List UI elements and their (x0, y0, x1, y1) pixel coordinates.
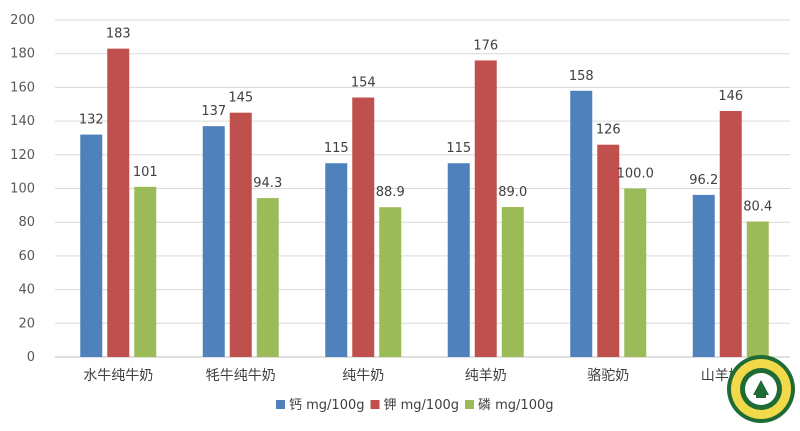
x-tick-label: 骆驼奶 (587, 367, 629, 384)
data-label: 176 (473, 38, 498, 53)
y-tick-label: 0 (27, 350, 35, 365)
data-label: 158 (569, 69, 594, 84)
bar (80, 134, 103, 357)
data-label: 154 (351, 76, 376, 91)
x-tick-label: 纯牛奶 (342, 368, 384, 384)
data-label: 115 (446, 141, 471, 156)
bar (325, 163, 348, 357)
bar (256, 198, 279, 357)
bar (474, 60, 497, 357)
y-axis: 0 20 40 60 80 100 120 140 160 180 200 (10, 13, 35, 365)
data-label: 89.0 (498, 185, 527, 200)
data-label: 115 (324, 141, 349, 156)
y-tick-label: 200 (10, 13, 35, 28)
bar (202, 126, 225, 357)
data-label: 96.2 (689, 173, 718, 188)
data-label: 80.4 (743, 200, 772, 215)
bar (107, 48, 130, 358)
seal-logo-icon (727, 355, 795, 423)
gridlines (55, 19, 790, 358)
legend-swatch (276, 400, 285, 409)
y-tick-label: 60 (18, 249, 35, 264)
x-tick-label: 水牛纯牛奶 (83, 368, 153, 384)
data-label: 137 (201, 104, 226, 119)
y-tick-label: 160 (10, 80, 35, 95)
bars (80, 48, 769, 358)
data-label: 145 (228, 91, 253, 106)
bar (229, 112, 252, 357)
x-tick-label: 纯羊奶 (465, 368, 507, 384)
legend-entry: 磷 mg/100g (478, 398, 554, 413)
bar (624, 188, 647, 357)
data-label: 126 (596, 123, 621, 138)
legend-swatch (465, 400, 474, 409)
data-label: 100.0 (617, 167, 654, 182)
data-label: 183 (106, 27, 131, 42)
y-tick-label: 180 (10, 47, 35, 62)
y-tick-label: 100 (10, 182, 35, 197)
bar (597, 144, 620, 357)
y-tick-label: 40 (18, 283, 35, 298)
x-axis: 水牛纯牛奶牦牛纯牛奶纯牛奶纯羊奶骆驼奶山羊奶（i (83, 367, 760, 384)
data-label: 88.9 (376, 185, 405, 200)
data-label: 146 (718, 89, 743, 104)
bar (379, 207, 402, 357)
legend-entry: 钙 mg/100g (289, 398, 365, 413)
x-tick-label: 牦牛纯牛奶 (206, 368, 276, 384)
bar (447, 163, 470, 357)
data-label: 132 (79, 113, 104, 128)
y-tick-label: 80 (18, 215, 35, 230)
bar (570, 90, 593, 358)
data-label: 94.3 (253, 176, 282, 191)
legend: 钙 mg/100g 钾 mg/100g 磷 mg/100g (276, 398, 554, 413)
data-label: 101 (133, 165, 158, 180)
bar (134, 186, 157, 357)
bar (746, 221, 769, 357)
y-tick-label: 120 (10, 148, 35, 163)
legend-swatch (370, 400, 380, 409)
bar (692, 194, 715, 357)
bar (719, 110, 742, 358)
bar (501, 207, 524, 357)
y-tick-label: 140 (10, 114, 35, 129)
bar (352, 97, 375, 357)
legend-entry: 钾 mg/100g (384, 398, 460, 413)
y-tick-label: 20 (18, 316, 35, 331)
